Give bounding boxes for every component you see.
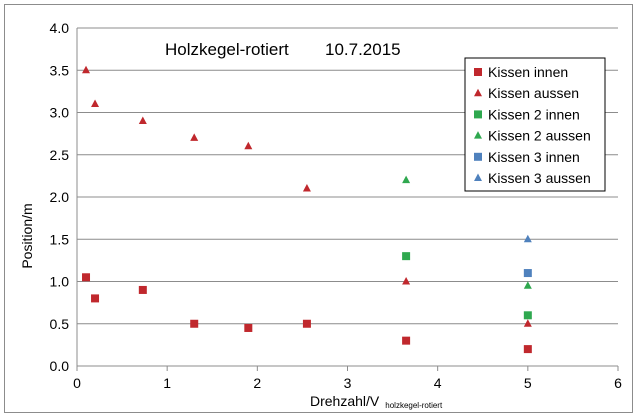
- data-points: [82, 65, 532, 354]
- data-point-series-2: [402, 252, 411, 261]
- data-point-series-3: [402, 175, 411, 184]
- y-tick-label: 0.5: [50, 316, 70, 332]
- data-point-series-0: [523, 345, 532, 354]
- x-tick-label: 2: [253, 375, 261, 391]
- data-point-series-1: [138, 116, 147, 124]
- data-point-series-1: [302, 184, 311, 192]
- data-point-series-1: [82, 65, 91, 74]
- data-point-series-5: [523, 234, 532, 243]
- legend-label-4: Kissen 3 innen: [488, 149, 580, 165]
- data-point-series-3: [523, 281, 532, 289]
- data-point-series-2: [523, 311, 532, 320]
- x-tick-label: 3: [344, 375, 352, 391]
- y-axis-label: Position/m: [19, 203, 35, 268]
- x-tick-label: 5: [524, 375, 532, 391]
- legend-marker-4: [474, 152, 482, 161]
- data-point-series-0: [244, 323, 253, 332]
- data-point-series-0: [82, 273, 91, 282]
- y-tick-label: 4.0: [50, 20, 70, 36]
- chart-title: Holzkegel-rotiert: [165, 40, 289, 59]
- data-point-series-0: [402, 336, 411, 345]
- y-tick-label: 3.0: [50, 105, 70, 121]
- data-point-series-1: [402, 277, 411, 285]
- legend: Kissen innen Kissen aussen Kissen 2 innen K…: [464, 57, 606, 192]
- y-tick-label: 0.0: [50, 358, 70, 374]
- data-point-series-1: [91, 99, 100, 108]
- legend-label-5: Kissen 3 aussen: [488, 170, 591, 186]
- y-tick-label: 1.0: [50, 274, 70, 290]
- data-point-series-0: [138, 285, 147, 294]
- data-point-series-1: [190, 133, 199, 141]
- legend-label-3: Kissen 2 aussen: [488, 128, 591, 144]
- y-tick-label: 1.5: [50, 231, 70, 247]
- legend-marker-0: [474, 68, 482, 76]
- x-tick-label: 1: [163, 375, 171, 391]
- x-axis-label-subscript: holzkegel-rotiert: [385, 401, 443, 410]
- legend-marker-1: [474, 88, 482, 97]
- data-point-series-0: [190, 319, 199, 328]
- legend-label-1: Kissen aussen: [488, 85, 579, 101]
- legend-marker-3: [474, 131, 482, 139]
- legend-marker-2: [474, 110, 482, 119]
- x-tick-label: 4: [434, 375, 442, 391]
- y-tick-label: 3.5: [50, 62, 70, 78]
- x-tick-labels: 0 1 2 3 4 5 6: [73, 375, 622, 391]
- axes: [76, 28, 619, 371]
- data-point-series-0: [91, 294, 100, 303]
- y-tick-label: 2.0: [50, 189, 70, 205]
- x-axis-label-main: Drehzahl/V: [310, 393, 380, 409]
- x-tick-label: 0: [73, 375, 81, 391]
- legend-box: [464, 57, 606, 192]
- data-point-series-4: [523, 269, 532, 278]
- data-point-series-0: [302, 319, 311, 328]
- legend-label-0: Kissen innen: [488, 64, 568, 80]
- legend-marker-5: [474, 173, 482, 181]
- data-point-series-1: [523, 319, 532, 327]
- y-tick-labels: 0.0 0.5 1.0 1.5 2.0 2.5 3.0 3.5 4.0: [50, 20, 70, 374]
- x-axis-label: Drehzahl/V holzkegel-rotiert: [310, 393, 443, 410]
- legend-label-2: Kissen 2 innen: [488, 106, 580, 122]
- chart-date: 10.7.2015: [325, 40, 401, 59]
- x-tick-label: 6: [614, 375, 622, 391]
- data-point-series-1: [244, 141, 253, 150]
- y-tick-label: 2.5: [50, 147, 70, 163]
